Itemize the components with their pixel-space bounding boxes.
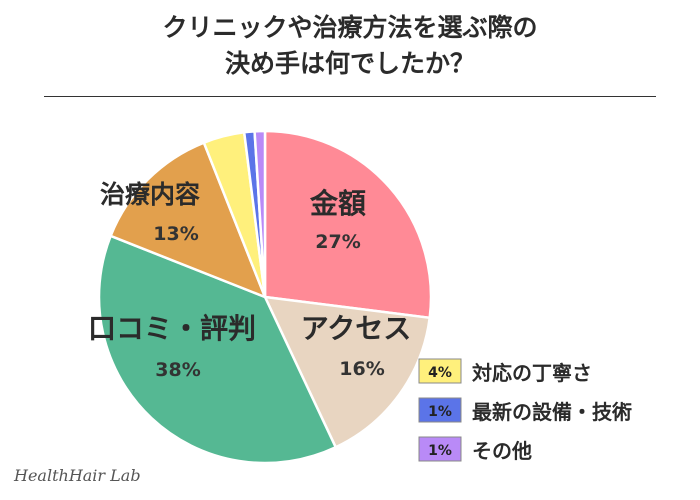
legend-percent-7: 1% [428, 443, 452, 459]
chart-title: クリニックや治療方法を選ぶ際の 決め手は何でしたか？ [0, 10, 700, 82]
watermark-logo: HealthHair Lab [14, 466, 141, 485]
slice-percent-1: 27% [315, 231, 360, 253]
pie-slices [97, 129, 433, 465]
slice-percent-4: 13% [153, 223, 198, 245]
pie-slice-4 [109, 141, 268, 300]
legend-percent-5: 4% [428, 365, 452, 381]
pie-slice-7 [253, 129, 267, 298]
legend-swatch-7 [418, 436, 462, 462]
slice-label-4: 治療内容 [100, 180, 200, 209]
legend-swatch-5 [418, 358, 462, 384]
legend-label-6: 最新の設備・技術 [472, 400, 632, 424]
legend: 4% 対応の丁寧さ 1% 最新の設備・技術 1% その他 [418, 358, 632, 463]
legend-swatch-6 [418, 397, 462, 423]
pie-slice-2 [262, 295, 432, 449]
slice-label-1: 金額 [309, 187, 366, 220]
slice-percent-2: 16% [339, 358, 384, 380]
chart-title-line-1: クリニックや治療方法を選ぶ際の [162, 13, 538, 42]
legend-label-7: その他 [472, 439, 532, 463]
pie-labels: 金額 27% アクセス 16% 口コミ・評判 38% 治療内容 13% [88, 180, 411, 381]
slice-label-3: 口コミ・評判 [88, 312, 256, 345]
pie-slice-1 [263, 129, 433, 320]
slice-percent-3: 38% [155, 359, 200, 381]
title-divider [44, 96, 656, 97]
chart-title-line-2: 決め手は何でしたか？ [224, 49, 475, 78]
legend-label-5: 対応の丁寧さ [471, 361, 592, 385]
pie-slice-3 [97, 234, 338, 465]
slice-label-2: アクセス [301, 312, 412, 345]
legend-percent-6: 1% [428, 404, 452, 420]
